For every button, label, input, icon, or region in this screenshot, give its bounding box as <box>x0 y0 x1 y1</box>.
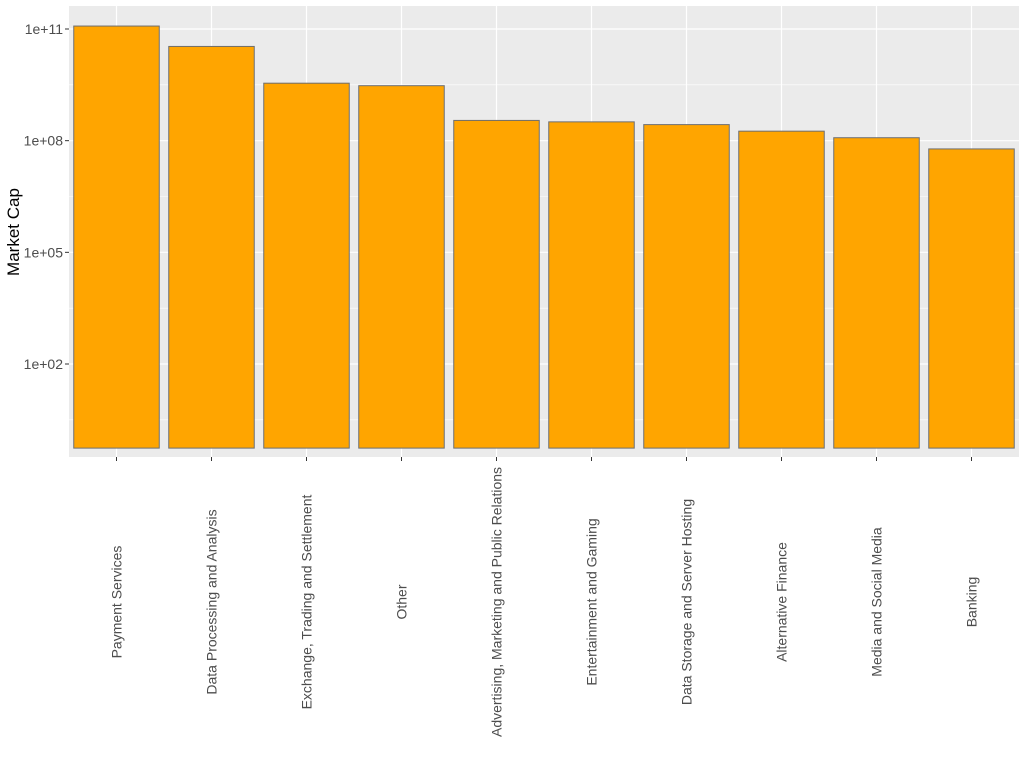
bar <box>358 85 445 449</box>
x-tick-label: Entertainment and Gaming <box>584 518 600 685</box>
y-axis-title: Market Cap <box>4 188 23 276</box>
x-tick-label: Banking <box>964 577 980 628</box>
x-tick-label: Data Storage and Server Hosting <box>679 499 695 705</box>
bar <box>548 121 635 449</box>
bar <box>453 119 540 449</box>
x-tick-label: Data Processing and Analysis <box>204 509 220 694</box>
bar <box>928 148 1015 449</box>
bar <box>833 137 920 449</box>
bar <box>168 45 255 449</box>
bar <box>738 130 825 449</box>
y-axis: 1e+02 1e+05 1e+08 1e+11 <box>24 21 69 372</box>
bar <box>73 25 160 449</box>
y-tick-label: 1e+05 <box>24 244 64 260</box>
x-tick-label: Other <box>394 584 410 619</box>
x-tick-label: Exchange, Trading and Settlement <box>299 494 315 709</box>
x-tick-label: Alternative Finance <box>774 542 790 662</box>
x-tick-label: Payment Services <box>109 546 125 659</box>
x-axis: Payment Services Data Processing and Anal… <box>109 457 980 737</box>
y-tick-label: 1e+08 <box>24 133 64 149</box>
bar <box>643 124 730 449</box>
x-tick-label: Media and Social Media <box>869 527 885 677</box>
y-tick-label: 1e+02 <box>24 356 64 372</box>
bar <box>263 82 350 449</box>
bars-group <box>73 25 1015 449</box>
x-tick-label: Advertising, Marketing and Public Relati… <box>489 467 505 737</box>
y-tick-label: 1e+11 <box>25 21 63 37</box>
